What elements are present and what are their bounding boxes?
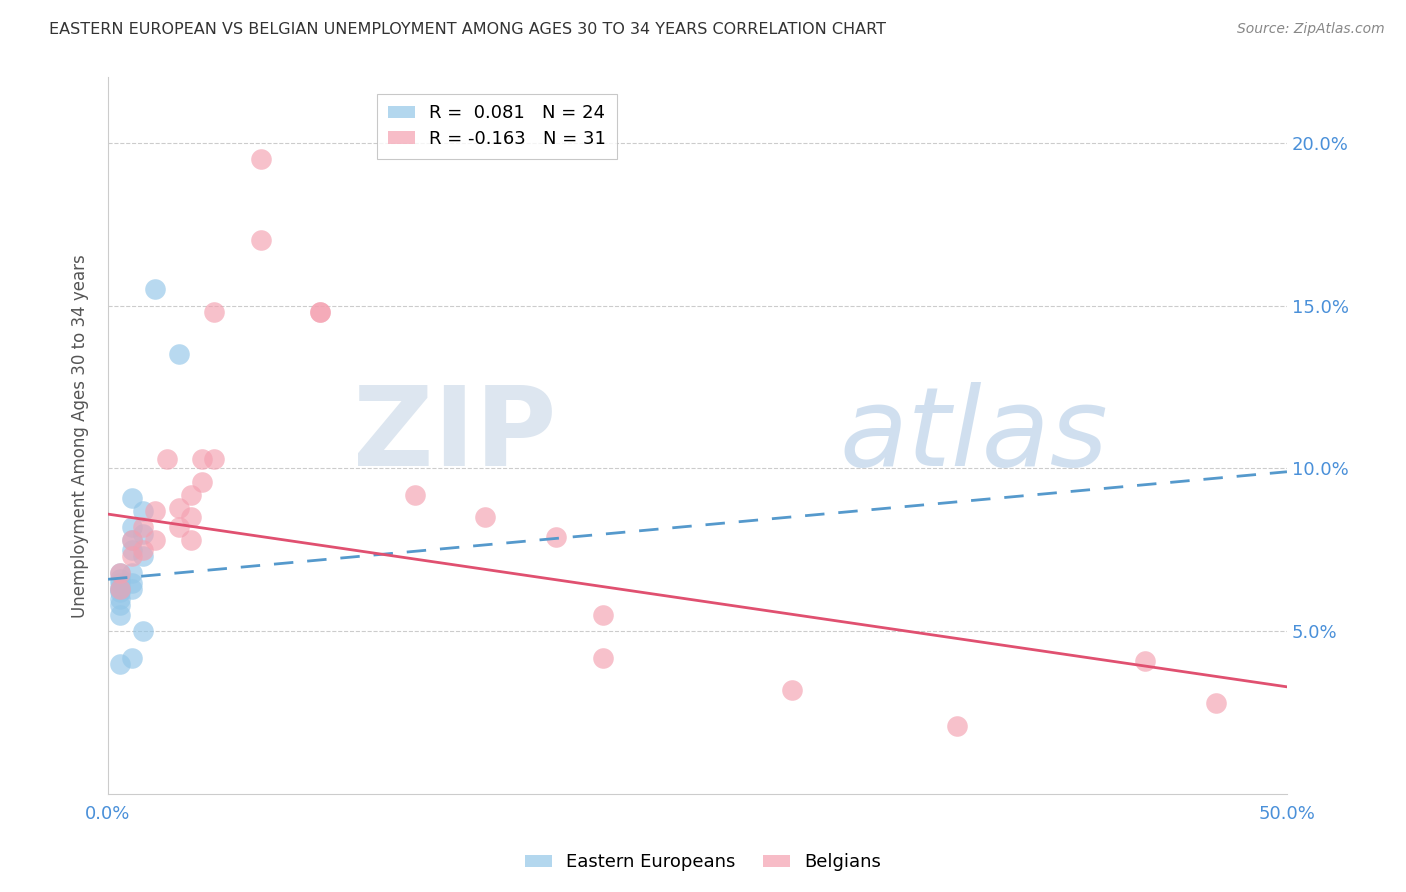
Point: [156, 451, 179, 466]
Point: [309, 305, 332, 319]
Legend: R =  0.081   N = 24, R = -0.163   N = 31: R = 0.081 N = 24, R = -0.163 N = 31: [377, 94, 617, 159]
Point: [132, 526, 155, 541]
Point: [132, 624, 155, 639]
Point: [121, 582, 143, 596]
Point: [108, 591, 131, 606]
Point: [143, 533, 166, 548]
Point: [121, 549, 143, 564]
Point: [946, 719, 969, 733]
Text: EASTERN EUROPEAN VS BELGIAN UNEMPLOYMENT AMONG AGES 30 TO 34 YEARS CORRELATION C: EASTERN EUROPEAN VS BELGIAN UNEMPLOYMENT…: [49, 22, 886, 37]
Point: [143, 504, 166, 518]
Point: [108, 566, 131, 580]
Point: [1135, 654, 1157, 668]
Point: [121, 533, 143, 548]
Point: [180, 510, 202, 524]
Point: [108, 575, 131, 590]
Point: [250, 152, 273, 166]
Point: [108, 657, 131, 671]
Point: [108, 599, 131, 613]
Point: [309, 305, 332, 319]
Point: [167, 500, 190, 515]
Point: [132, 504, 155, 518]
Legend: Eastern Europeans, Belgians: Eastern Europeans, Belgians: [517, 847, 889, 879]
Point: [191, 451, 214, 466]
Point: [180, 533, 202, 548]
Point: [132, 549, 155, 564]
Point: [121, 533, 143, 548]
Point: [132, 543, 155, 558]
Point: [108, 585, 131, 599]
Point: [1205, 696, 1227, 710]
Point: [167, 520, 190, 534]
Point: [202, 451, 225, 466]
Point: [108, 582, 131, 596]
Text: Source: ZipAtlas.com: Source: ZipAtlas.com: [1237, 22, 1385, 37]
Point: [121, 543, 143, 558]
Point: [143, 282, 166, 296]
Y-axis label: Unemployment Among Ages 30 to 34 years: Unemployment Among Ages 30 to 34 years: [72, 254, 89, 618]
Point: [121, 575, 143, 590]
Point: [132, 520, 155, 534]
Point: [592, 608, 614, 623]
Point: [167, 347, 190, 361]
Point: [180, 487, 202, 501]
Point: [250, 233, 273, 247]
Point: [121, 491, 143, 505]
Point: [121, 566, 143, 580]
Text: ZIP: ZIP: [353, 383, 555, 490]
Point: [404, 487, 426, 501]
Point: [108, 582, 131, 596]
Point: [592, 650, 614, 665]
Point: [108, 566, 131, 580]
Point: [474, 510, 496, 524]
Point: [108, 572, 131, 586]
Point: [191, 475, 214, 489]
Point: [780, 683, 803, 698]
Point: [108, 582, 131, 596]
Text: atlas: atlas: [839, 383, 1108, 490]
Point: [121, 520, 143, 534]
Point: [121, 650, 143, 665]
Point: [202, 305, 225, 319]
Point: [108, 608, 131, 623]
Point: [544, 530, 567, 544]
